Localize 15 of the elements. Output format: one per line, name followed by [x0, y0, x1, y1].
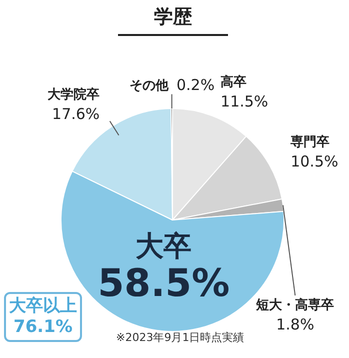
slice-label: 大卒 [136, 229, 192, 262]
slice-label: 大学院卒 [48, 86, 100, 102]
data-label: 0.2% [176, 76, 215, 94]
text: 大卒以上 76.1% [4, 292, 82, 342]
data-label: 1.8% [276, 315, 314, 334]
chart-title: 学歴 [118, 4, 228, 36]
data-label: 11.5% [220, 92, 268, 111]
data-label: 10.5% [290, 152, 338, 170]
slice-label: 専門卒 [290, 134, 330, 150]
slice-label: 短大・高専卒 [255, 296, 334, 313]
slice-label: 高卒 [220, 74, 247, 90]
slice-label: その他 [130, 78, 170, 94]
data-label: 58.5% [98, 260, 230, 305]
data-label: 17.6% [52, 104, 100, 123]
text: ※2023年9月1日時点実績 [116, 330, 244, 345]
